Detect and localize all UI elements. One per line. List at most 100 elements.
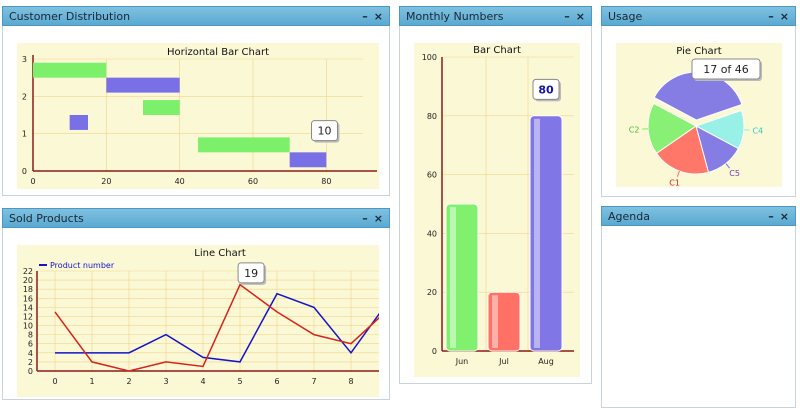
x-tick-label: 80 (321, 177, 331, 186)
y-tick-label: 16 (23, 294, 33, 303)
y-tick-label: 12 (23, 312, 33, 321)
monthly-numbers-panel: Monthly Numbers – × Bar Chart 0 20 40 60 80 10… (399, 6, 592, 384)
pie-slice (647, 102, 697, 154)
x-tick-label: 5 (237, 377, 242, 386)
panel-header[interactable]: Agenda – × (601, 206, 796, 226)
tooltip-box (691, 58, 761, 80)
bar (143, 100, 180, 115)
tooltip-box (532, 78, 560, 100)
panel-header[interactable]: Customer Distribution – × (2, 6, 390, 26)
y-tick-label: 18 (23, 285, 33, 294)
chart-title: Horizontal Bar Chart (167, 47, 269, 58)
pie-chart: Pie Chart C4 C5 C1 C2 17 of 46 (616, 43, 782, 187)
bar (106, 77, 180, 93)
tooltip-box (237, 262, 265, 284)
y-tick-label: 8 (28, 331, 33, 340)
x-tick-label: Aug (538, 357, 554, 366)
panel-header[interactable]: Usage – × (601, 6, 796, 26)
x-tick-label: 4 (200, 377, 205, 386)
series-line (55, 292, 379, 363)
pie-label: C5 (729, 169, 740, 178)
bar (529, 115, 563, 352)
usage-panel: Usage – × Pie Chart C4 C5 C1 C2 17 of 46 (601, 6, 796, 197)
x-tick-label: Jul (498, 357, 509, 366)
pie-leader-line (676, 170, 680, 177)
bar-highlight (450, 207, 456, 348)
sold-products-panel: Sold Products – × Line Chart 0 2 4 6 8 10 12 14 1… (2, 208, 390, 400)
pie-slice (655, 125, 710, 175)
y-tick-label: 3 (22, 55, 27, 64)
y-tick-label: 40 (427, 229, 437, 238)
x-tick-label: 40 (175, 177, 185, 186)
agenda-panel: Agenda – × (601, 206, 796, 408)
x-tick-label: 0 (30, 177, 35, 186)
y-tick-label: 80 (427, 112, 437, 121)
tooltip-label: 10 (318, 125, 332, 138)
y-tick-label: 4 (28, 349, 33, 358)
chart-title: Pie Chart (676, 46, 721, 57)
x-tick-label: 3 (163, 377, 168, 386)
tooltip-label: 17 of 46 (703, 63, 749, 76)
x-tick-label: 6 (274, 377, 279, 386)
minimize-button[interactable]: – (768, 209, 774, 223)
pie-label: C1 (669, 178, 680, 187)
bar (69, 115, 88, 130)
panel-title: Agenda (608, 209, 650, 223)
x-tick-label: 7 (311, 377, 316, 386)
close-button[interactable]: × (779, 209, 789, 223)
y-tick-label: 14 (23, 303, 33, 312)
panel-title: Monthly Numbers (406, 9, 504, 23)
chart-title: Line Chart (194, 248, 246, 259)
minimize-button[interactable]: – (564, 9, 570, 23)
bar (289, 152, 327, 168)
y-tick-label: 2 (28, 358, 33, 367)
chart-title: Bar Chart (473, 45, 521, 56)
minimize-button[interactable]: – (362, 9, 368, 23)
y-tick-label: 100 (422, 53, 437, 62)
x-tick-label: 8 (348, 377, 353, 386)
panel-title: Sold Products (9, 211, 84, 225)
pie-label: C2 (629, 125, 640, 134)
bar-highlight (492, 295, 498, 348)
customer-distribution-panel: Customer Distribution – × Horizontal Bar… (2, 6, 390, 196)
y-tick-label: 22 (23, 267, 33, 276)
y-tick-label: 20 (23, 276, 33, 285)
pie-leader-line (725, 163, 731, 169)
tooltip-box (311, 120, 338, 142)
y-tick-label: 10 (23, 322, 33, 331)
x-tick-label: 60 (248, 177, 258, 186)
tooltip-label: 19 (244, 267, 258, 280)
panel-header[interactable]: Sold Products – × (2, 208, 390, 228)
y-tick-label: 2 (22, 92, 27, 101)
minimize-button[interactable]: – (768, 9, 774, 23)
panel-title: Customer Distribution (9, 9, 131, 23)
panel-header[interactable]: Monthly Numbers – × (399, 6, 592, 26)
y-tick-label: 60 (427, 171, 437, 180)
bar (445, 203, 479, 352)
series-line (54, 283, 379, 372)
close-button[interactable]: × (779, 9, 789, 23)
panel-title: Usage (608, 9, 643, 23)
close-button[interactable]: × (373, 211, 383, 225)
bar (487, 291, 521, 352)
bar-chart: Bar Chart 0 20 40 60 80 100 Jun Jul Aug 80 (414, 43, 580, 377)
close-button[interactable]: × (575, 9, 585, 23)
minimize-button[interactable]: – (362, 211, 368, 225)
pie-label: C4 (752, 127, 763, 136)
close-button[interactable]: × (373, 9, 383, 23)
legend-label: Product number (50, 261, 115, 270)
y-tick-label: 6 (28, 340, 33, 349)
y-tick-label: 1 (22, 130, 27, 139)
y-tick-label: 0 (28, 367, 33, 376)
bar (198, 137, 290, 153)
x-tick-label: 20 (101, 177, 111, 186)
y-tick-label: 0 (432, 347, 437, 356)
tooltip-label: 80 (538, 83, 554, 96)
x-tick-label: 2 (126, 377, 131, 386)
bar (33, 62, 107, 78)
y-tick-label: 20 (427, 288, 437, 297)
y-tick-label: 0 (22, 167, 27, 176)
bar-highlight (534, 118, 540, 348)
horizontal-bar-chart: Horizontal Bar Chart 0 20 40 60 80 0 1 2 3 10 (17, 43, 379, 189)
